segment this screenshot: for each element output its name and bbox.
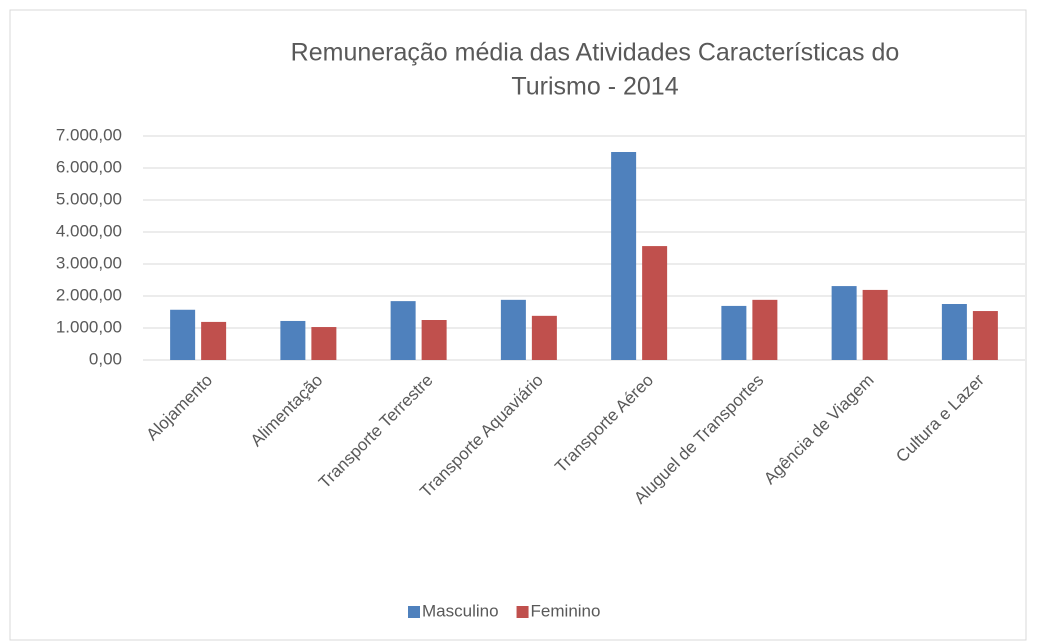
y-tick-label: 0,00 xyxy=(89,349,122,368)
y-tick-label: 3.000,00 xyxy=(56,253,122,272)
y-tick-label: 6.000,00 xyxy=(56,157,122,176)
bar xyxy=(642,246,668,360)
y-tick-label: 2.000,00 xyxy=(56,285,122,304)
bar xyxy=(752,299,778,360)
bar xyxy=(421,320,447,360)
bar xyxy=(721,305,747,360)
y-tick-label: 1.000,00 xyxy=(56,317,122,336)
bar xyxy=(972,311,998,360)
y-tick-label: 5.000,00 xyxy=(56,189,122,208)
bar xyxy=(831,286,857,360)
legend-label: Masculino xyxy=(422,601,499,620)
bar xyxy=(611,152,637,360)
bar xyxy=(390,301,416,360)
y-tick-label: 4.000,00 xyxy=(56,221,122,240)
bar xyxy=(170,309,196,360)
bar xyxy=(500,299,526,360)
bar xyxy=(280,320,306,360)
legend-swatch xyxy=(516,606,529,618)
bar xyxy=(311,327,337,360)
legend-swatch xyxy=(408,606,420,618)
legend-label: Feminino xyxy=(531,601,601,620)
y-tick-label: 7.000,00 xyxy=(56,125,122,144)
chart-title: Remuneração média das Atividades Caracte… xyxy=(291,39,900,67)
bar xyxy=(941,304,967,360)
bar xyxy=(531,315,557,360)
bar xyxy=(201,321,227,360)
chart-title: Turismo - 2014 xyxy=(511,73,678,101)
bar xyxy=(862,289,888,360)
